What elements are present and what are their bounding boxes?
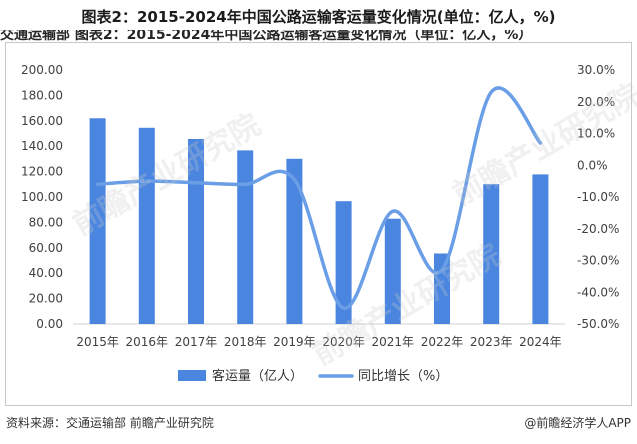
y-right-tick-label: -40.0%: [577, 285, 619, 299]
clipped-caption-text: 交通运输部 图表2：2015-2024年中国公路运输客运量变化情况（单位：亿人，…: [0, 30, 533, 43]
y-left-tick-label: 140.00: [21, 139, 63, 153]
chart-legend: 客运量（亿人） 同比增长（%）: [178, 368, 448, 384]
y-left-tick-label: 60.00: [29, 241, 63, 255]
y-right-tick-label: -30.0%: [577, 254, 619, 268]
y-left-tick-label: 100.00: [21, 190, 63, 204]
bar: [286, 158, 303, 324]
y-left-tick-label: 120.00: [21, 165, 63, 179]
chart-footer: 资料来源：交通运输部 前瞻产业研究院 @前瞻经济学人APP: [6, 414, 631, 431]
x-tick-label: 2022年: [421, 335, 464, 349]
legend-bar-swatch: [178, 370, 206, 381]
credit-note: @前瞻经济学人APP: [524, 416, 631, 430]
y-left-tick-label: 80.00: [29, 215, 63, 229]
chart-title: 图表2：2015-2024年中国公路运输客运量变化情况(单位：亿人，%): [81, 8, 556, 26]
x-tick-label: 2015年: [76, 335, 119, 349]
y-right-tick-label: 20.0%: [577, 95, 615, 109]
y-left-tick-label: 40.00: [29, 266, 63, 280]
bar: [89, 118, 106, 324]
y-left-tick-label: 180.00: [21, 88, 63, 102]
source-note: 资料来源：交通运输部 前瞻产业研究院: [6, 416, 214, 430]
y-right-tick-label: 0.0%: [577, 158, 608, 172]
x-tick-label: 2023年: [470, 335, 513, 349]
y-right-tick-label: -10.0%: [577, 190, 619, 204]
growth-line: [95, 86, 543, 310]
bar-series: [89, 118, 549, 324]
x-tick-label: 2018年: [224, 335, 267, 349]
y-right-tick-label: -20.0%: [577, 222, 619, 236]
y-right-tick-label: -50.0%: [577, 317, 619, 331]
y-left-tick-label: 20.00: [29, 292, 63, 306]
chart-axes: 0.00 20.00 40.00 60.00 80.00 100.00 120.00 140.…: [21, 63, 619, 349]
bar: [138, 127, 155, 324]
chart-frame: [5, 42, 632, 406]
bar: [237, 150, 254, 324]
y-left-tick-label: 160.00: [21, 114, 63, 128]
y-left-tick-label: 200.00: [21, 63, 63, 77]
bar: [384, 218, 401, 324]
bar: [483, 184, 500, 324]
x-tick-label: 2024年: [519, 335, 562, 349]
x-tick-label: 2021年: [372, 335, 415, 349]
bar: [532, 174, 549, 324]
x-tick-label: 2017年: [175, 335, 218, 349]
bar: [335, 201, 352, 324]
line-series: [95, 86, 543, 310]
legend-line-label: 同比增长（%）: [358, 369, 448, 384]
y-left-tick-label: 0.00: [36, 317, 63, 331]
x-tick-label: 2016年: [126, 335, 169, 349]
legend-bar-label: 客运量（亿人）: [212, 368, 303, 384]
x-tick-label: 2020年: [322, 335, 365, 349]
bar: [188, 138, 204, 324]
y-right-tick-label: 10.0%: [577, 127, 615, 141]
y-right-tick-label: 30.0%: [577, 63, 615, 77]
bar: [434, 253, 450, 324]
x-tick-label: 2019年: [273, 335, 316, 349]
